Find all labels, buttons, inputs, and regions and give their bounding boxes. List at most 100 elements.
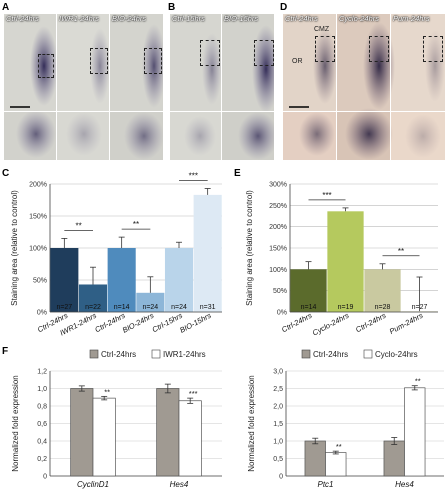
y-tick-label: 150% (269, 246, 287, 253)
bar (290, 269, 327, 312)
y-tick-label: 1,0 (273, 439, 283, 446)
image-label: BIO-24hrs (112, 14, 147, 23)
x-tick-label: Ptc1 (317, 480, 333, 489)
significance-label: ** (133, 220, 139, 229)
zoom-box (90, 48, 108, 74)
image-label: Ctrl-24hrs (285, 14, 318, 23)
legend-swatch (89, 349, 99, 359)
legend-swatch (301, 349, 311, 359)
n-label: n=14 (114, 304, 130, 311)
chart-f1: 0 0,2 0,4 0,6 0,8 1,0 1,2 Normalized fold expre… (11, 349, 222, 489)
image-label: Cyclo-24hrs (339, 14, 380, 23)
y-axis-label: Normalized fold expression (247, 375, 256, 472)
x-tick-label: Hes4 (395, 480, 414, 489)
n-label: n=28 (375, 304, 391, 311)
y-tick-label: 300% (269, 182, 287, 189)
panel-b-micrographs (170, 14, 274, 160)
bar (156, 388, 180, 477)
y-tick-label: 1,2 (37, 369, 47, 376)
y-tick-label: 0% (277, 310, 287, 317)
image-label: Ctrl-15hrs (172, 14, 205, 23)
n-label: n=14 (301, 304, 317, 311)
chart-c: 0% 50% 100% 150% 200% Staining area (relative… (10, 171, 222, 338)
panel-letter-e: E (234, 168, 241, 179)
y-tick-label: 0,4 (37, 439, 47, 446)
y-tick-label: 150% (29, 214, 47, 221)
y-tick-label: 200% (29, 182, 47, 189)
legend-label: Ctrl-24hrs (101, 350, 136, 359)
significance-label: ** (104, 387, 110, 396)
y-tick-label: 0,2 (37, 456, 47, 463)
x-tick-label: BIO-24hrs (121, 311, 156, 335)
n-label: n=19 (338, 304, 354, 311)
n-label: n=31 (200, 304, 216, 311)
chart-e: 0% 50% 100% 150% 200% 250% 300% Staining area (… (245, 182, 438, 338)
x-tick-label: BIO-15hrs (178, 311, 213, 335)
y-tick-label: 1,5 (273, 421, 283, 428)
y-tick-label: 2,0 (273, 404, 283, 411)
panel-letter-a: A (2, 2, 10, 13)
y-tick-label: 0,6 (37, 421, 47, 428)
y-tick-label: 200% (269, 224, 287, 231)
bar (50, 248, 79, 312)
y-tick-label: 0,5 (273, 456, 283, 463)
y-tick-label: 2,5 (273, 386, 283, 393)
y-tick-label: 0 (43, 474, 47, 481)
legend-label: Cyclo-24hrs (375, 350, 418, 359)
n-label: n=22 (85, 304, 101, 311)
panel-letter-c: C (2, 168, 10, 179)
x-tick-label: Ctrl-24hrs (354, 311, 388, 335)
y-axis-label: Normalized fold expression (11, 375, 20, 472)
bar (193, 194, 222, 312)
bar (364, 269, 401, 312)
x-tick-label: Hes4 (170, 480, 189, 489)
legend-label: Ctrl-24hrs (313, 350, 348, 359)
zoom-box (423, 36, 443, 62)
y-tick-label: 0% (37, 310, 47, 317)
legend-swatch (151, 349, 161, 359)
n-label: n=27 (412, 304, 428, 311)
zoom-box (369, 36, 389, 62)
n-label: n=24 (171, 304, 187, 311)
y-tick-label: 1,0 (37, 386, 47, 393)
x-tick-label: Pum-24hrs (388, 311, 425, 336)
n-label: n=24 (142, 304, 158, 311)
bar (401, 311, 438, 312)
bar (164, 248, 194, 312)
bar (383, 440, 405, 477)
y-tick-label: 100% (29, 246, 47, 253)
significance-label: *** (322, 191, 331, 200)
or-annotation: OR (292, 58, 303, 65)
y-axis-label: Staining area (relative to control) (10, 190, 19, 306)
significance-label: *** (189, 389, 198, 398)
image-label: BIO-15hrs (224, 14, 259, 23)
x-tick-label: CyclinD1 (77, 480, 109, 489)
image-label: IWR1-24hrs (59, 14, 100, 23)
y-tick-label: 100% (269, 267, 287, 274)
y-tick-label: 50% (33, 278, 47, 285)
bar (107, 248, 136, 312)
significance-label: ** (336, 442, 342, 451)
significance-label: ** (76, 221, 82, 230)
panel-letter-f: F (2, 346, 9, 357)
zoom-box (315, 36, 335, 62)
legend-label: IWR1-24hrs (163, 350, 206, 359)
y-tick-label: 3,0 (273, 369, 283, 376)
y-tick-label: 250% (269, 203, 287, 210)
panel-a-micrographs (4, 14, 163, 160)
image-label: Ctrl-24hrs (6, 14, 39, 23)
bar (178, 400, 202, 477)
bar (404, 387, 426, 477)
y-axis-label: Staining area (relative to control) (245, 190, 254, 306)
bar (325, 452, 347, 477)
bar (304, 440, 326, 477)
y-tick-label: 0 (279, 474, 283, 481)
bar (92, 397, 116, 477)
legend-swatch (363, 349, 373, 359)
x-tick-label: Cyclo-24hrs (311, 311, 351, 338)
cmz-annotation: CMZ (314, 26, 330, 33)
bar (136, 292, 165, 312)
zoom-box (38, 54, 54, 78)
significance-label: *** (189, 171, 198, 180)
chart-f2: 0 0,5 1,0 1,5 2,0 2,5 3,0 Normalized fold expre… (247, 349, 444, 489)
